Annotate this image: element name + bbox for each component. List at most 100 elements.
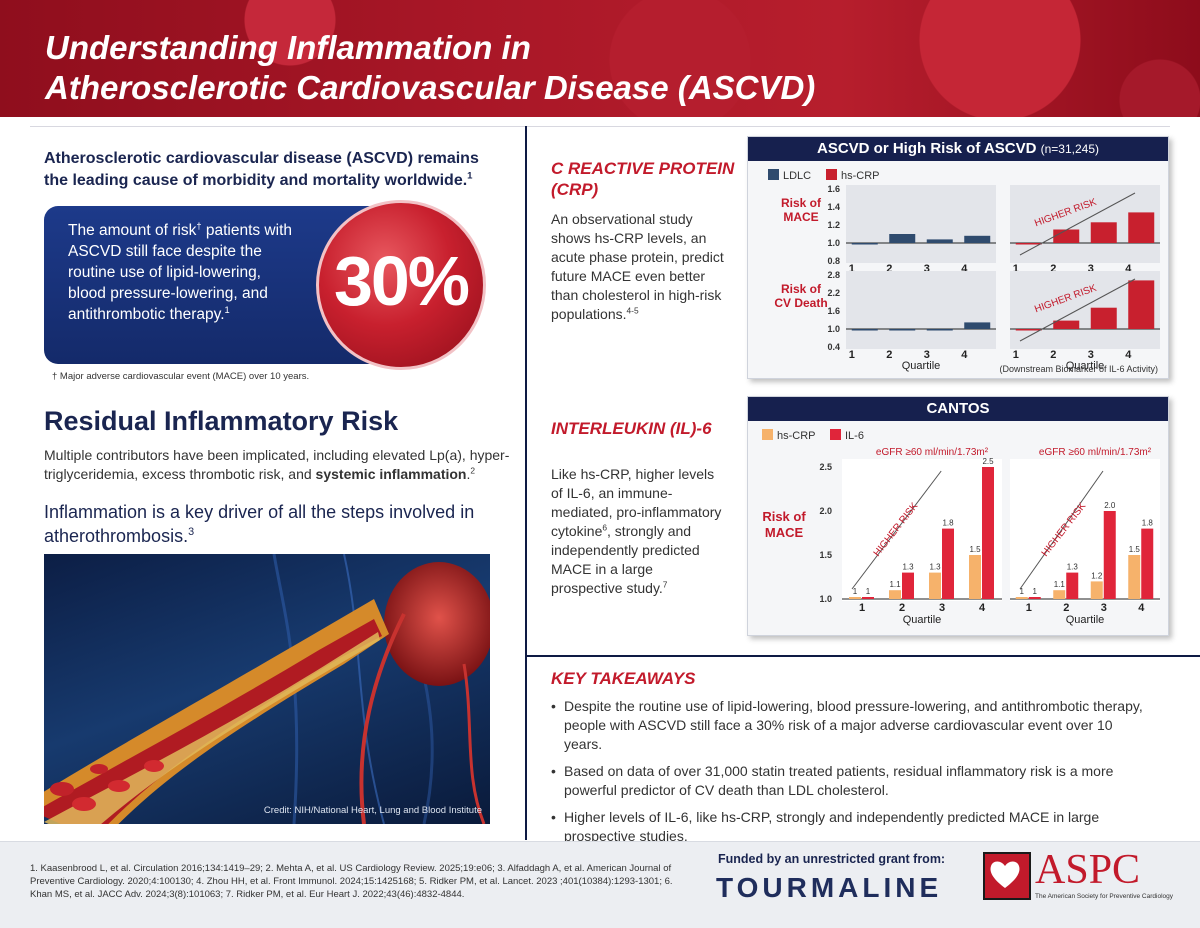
chart-bar (1028, 597, 1041, 599)
data-label: 1 (1033, 587, 1038, 596)
aspc-subtitle: The American Society for Preventive Card… (1035, 893, 1174, 900)
heart-icon (990, 861, 1020, 888)
risk-percent: 30% (333, 242, 470, 320)
column-divider (525, 126, 527, 840)
top-divider (30, 126, 1170, 127)
cantos-chart-title: CANTOS (748, 397, 1168, 421)
tick-label: 1 (1026, 602, 1032, 614)
panel-label: eGFR ≥60 ml/min/1.73m² (876, 447, 989, 458)
tick-label: 1.5 (819, 550, 832, 560)
intro-text: Atherosclerotic cardiovascular disease (… (44, 150, 479, 189)
legend-label: LDLC (783, 170, 811, 182)
data-label: 1.8 (942, 519, 954, 528)
chart-bar (1015, 243, 1042, 245)
tick-label: 4 (1125, 349, 1132, 361)
y-axis-label: MACE (783, 210, 818, 224)
legend-label: hs-CRP (841, 170, 880, 182)
tick-label: 1 (1013, 263, 1019, 275)
panel-label: eGFR ≥60 ml/min/1.73m² (1039, 447, 1152, 458)
page-title: Understanding Inflammation in Atheroscle… (45, 29, 816, 106)
crp-chart-title: ASCVD or High Risk of ASCVD (n=31,245) (748, 137, 1168, 161)
y-axis-label: Risk of (762, 509, 806, 524)
risk-percent-circle: 30% (316, 200, 486, 370)
chart-bar (926, 239, 953, 243)
takeaways-title: KEY TAKEAWAYS (551, 669, 696, 688)
sponsor-logo: TOURMALINE (716, 872, 943, 903)
crp-title: C REACTIVE PROTEIN (CRP) (551, 159, 735, 199)
header-banner: Understanding Inflammation in Atheroscle… (0, 0, 1200, 117)
artery-illustration-art (44, 554, 490, 824)
residual-risk-body: Multiple contributors have been implicat… (44, 447, 510, 482)
tick-label: 1.2 (827, 220, 840, 230)
takeaway-item: Based on data of over 31,000 statin trea… (551, 762, 1151, 800)
chart-bar (1053, 229, 1080, 243)
tick-label: 4 (1138, 602, 1145, 614)
x-axis-label: Quartile (1066, 360, 1105, 372)
image-credit: Credit: NIH/National Heart, Lung and Blo… (263, 805, 482, 816)
tick-label: 3 (939, 602, 945, 614)
y-axis-label: Risk of (781, 282, 822, 296)
tick-label: 2 (1063, 602, 1069, 614)
tick-label: 1.6 (827, 184, 840, 194)
chart-bar (849, 597, 861, 599)
tick-label: 2.8 (827, 270, 840, 280)
tick-label: 3 (1088, 349, 1094, 361)
x-axis-label: Quartile (902, 360, 941, 372)
chart-bar (1053, 590, 1066, 599)
risk-box-text: The amount of risk† patients with ASCVD … (68, 220, 292, 323)
chart-bar (889, 329, 916, 331)
data-label: 1.3 (902, 563, 914, 572)
chart-bar (1090, 307, 1117, 329)
chart-bar (851, 243, 878, 245)
chart-bar (862, 597, 874, 599)
chart-bar (1141, 528, 1154, 599)
tick-label: 0.8 (827, 256, 840, 266)
tick-label: 0.4 (827, 342, 840, 352)
chart-bar (1103, 511, 1116, 599)
chart-bar (1090, 581, 1103, 599)
plot-background (846, 271, 996, 349)
chart-bar (964, 235, 991, 243)
x-axis-label: Quartile (903, 614, 942, 626)
legend-swatch (768, 169, 779, 180)
data-label: 1.8 (1142, 519, 1154, 528)
tick-label: 1 (849, 349, 855, 361)
tick-label: 4 (979, 602, 986, 614)
higher-risk-arrow (851, 470, 942, 590)
data-label: 1 (853, 587, 858, 596)
chart-bar (1128, 212, 1155, 243)
legend-swatch (826, 169, 837, 180)
data-label: 1 (866, 587, 871, 596)
tick-label: 2.2 (827, 288, 840, 298)
tick-label: 1 (849, 263, 855, 275)
x-axis-label: Quartile (1066, 614, 1105, 626)
legend-label: hs-CRP (777, 430, 816, 442)
chart-bar (1015, 329, 1042, 331)
residual-risk-title: Residual Inflammatory Risk (44, 406, 399, 436)
chart-bar (929, 572, 941, 599)
tick-label: 1.4 (827, 202, 840, 212)
cantos-chart-panel: CANTOS hs-CRP IL-6 Risk of MACE 2.5 2.0 1.5 1.0… (747, 396, 1169, 636)
data-label: 1.5 (969, 545, 981, 554)
data-label: 1.1 (1054, 580, 1066, 589)
chart-bar (1128, 280, 1155, 329)
tick-label: 2 (1050, 263, 1056, 275)
chart-bar (982, 467, 994, 599)
legend-label: IL-6 (845, 430, 864, 442)
data-label: 1.1 (889, 580, 901, 589)
chart-bar (969, 555, 981, 599)
tick-label: 2.5 (819, 462, 832, 472)
data-label: 1.3 (1067, 563, 1079, 572)
tick-label: 2 (886, 263, 892, 275)
tick-label: 2 (1050, 349, 1056, 361)
artery-illustration: Credit: NIH/National Heart, Lung and Blo… (44, 554, 490, 824)
tick-label: 4 (961, 349, 968, 361)
il6-title: INTERLEUKIN (IL)-6 (551, 419, 712, 438)
takeaway-item: Despite the routine use of lipid-lowerin… (551, 697, 1151, 754)
takeaway-item: Higher levels of IL-6, like hs-CRP, stro… (551, 808, 1151, 846)
tick-label: 2 (899, 602, 905, 614)
data-label: 1.5 (1129, 545, 1141, 554)
tick-label: 1.0 (819, 594, 832, 604)
